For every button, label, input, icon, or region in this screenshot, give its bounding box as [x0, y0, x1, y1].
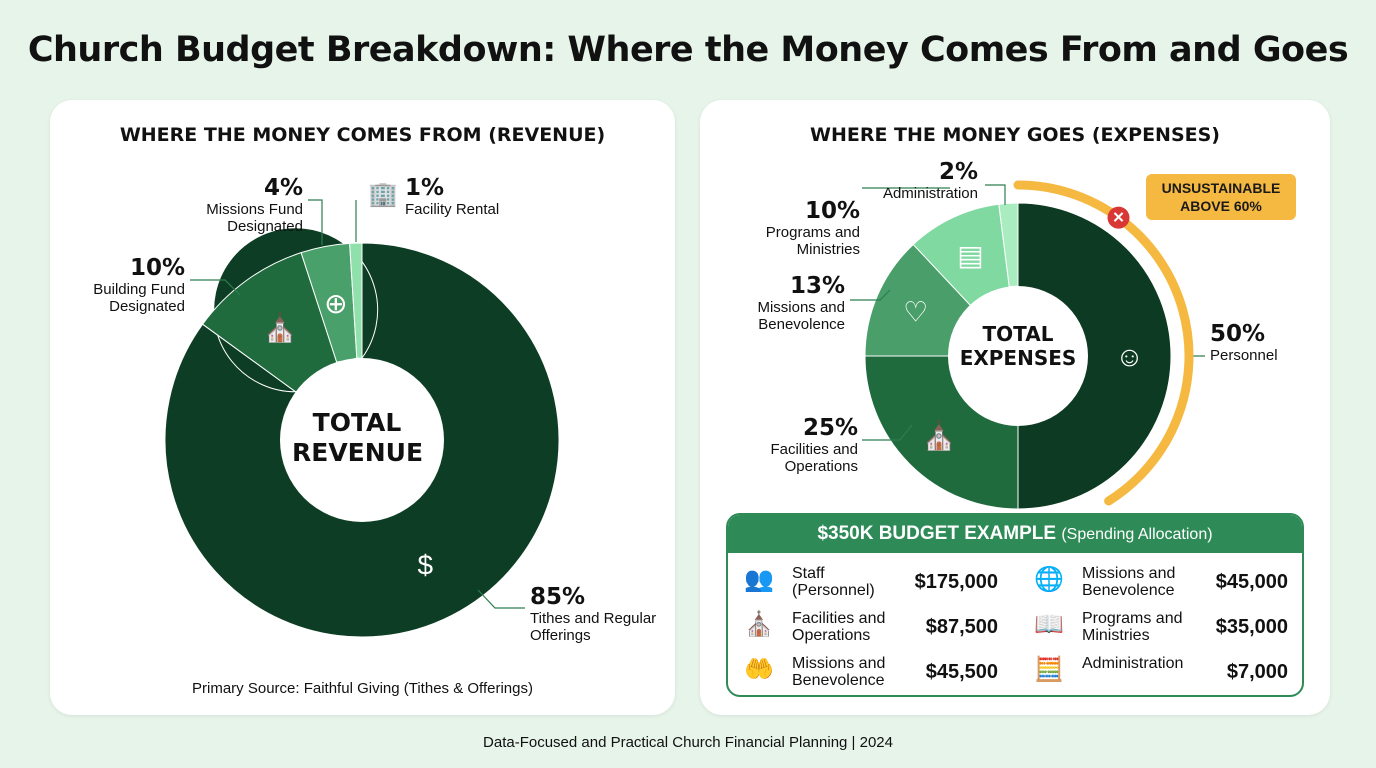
label-line2: Operations [792, 627, 871, 644]
budget-row-label: Missions and Benevolence [1082, 565, 1175, 599]
budget-example-panel: $350K BUDGET EXAMPLE (Spending Allocatio… [726, 513, 1304, 697]
cat: Personnel [1210, 347, 1278, 364]
budget-title: $350K BUDGET EXAMPLE [817, 523, 1057, 544]
cat: Missions and Benevolence [757, 299, 845, 333]
cat: Building Fund Designated [93, 281, 185, 315]
label-missions: 13% Missions and Benevolence [740, 273, 845, 334]
bible-icon: 📖 [1034, 611, 1064, 638]
revenue-center-label: TOTAL REVENUE [292, 408, 424, 467]
cat: Programs and Ministries [765, 224, 860, 258]
budget-row-label: Administration [1082, 655, 1183, 672]
label-building: 10% Building Fund Designated [70, 255, 185, 316]
pct: 1% [405, 175, 445, 201]
pct: 4% [263, 175, 303, 201]
cat: Facilities and Operations [770, 441, 858, 475]
pct: 50% [1210, 321, 1266, 347]
revenue-note: Primary Source: Faithful Giving (Tithes … [192, 680, 533, 697]
clipboard-calculator-icon: 🧮 [1034, 656, 1064, 683]
budget-header: $350K BUDGET EXAMPLE (Spending Allocatio… [728, 515, 1302, 553]
heart-hands-icon: 🤲 [744, 656, 774, 683]
label-line2: Benevolence [792, 672, 885, 689]
cat: Administration [882, 185, 978, 202]
label-programs: 10% Programs and Ministries [740, 198, 860, 259]
budget-row-label: Facilities and Operations [792, 610, 885, 644]
expenses-center-label: TOTAL EXPENSES [959, 322, 1077, 370]
label-line2: Ministries [1082, 627, 1150, 644]
budget-amount: $87,500 [925, 616, 998, 638]
label-administration: 2% Administration [860, 159, 978, 203]
label-facilities: 25% Facilities and Operations [740, 415, 858, 476]
pct: 2% [938, 159, 978, 185]
label-line1: Administration [1082, 655, 1184, 672]
warning-callout: UNSUSTAINABLE ABOVE 60% [1146, 174, 1296, 220]
pct: 85% [530, 584, 586, 610]
budget-row-label: Missions and Benevolence [792, 655, 885, 689]
label-tithes: 85% Tithes and Regular Offerings [530, 584, 660, 645]
pct: 13% [789, 273, 845, 299]
budget-amount: $45,500 [925, 661, 998, 683]
revenue-title: WHERE THE MONEY COMES FROM (REVENUE) [119, 124, 606, 146]
cat: Tithes and Regular Offerings [530, 610, 657, 644]
building-icon: 🏢 [368, 181, 398, 208]
budget-amount: $35,000 [1215, 616, 1288, 638]
label-line2: Benevolence [1082, 582, 1175, 599]
label-line1: Missions and [792, 655, 886, 672]
cat: Missions Fund Designated [206, 201, 303, 235]
cat: Facility Rental [405, 201, 500, 218]
label-line1: Programs and [1082, 610, 1183, 627]
label-line1: Staff [792, 565, 825, 582]
people-icon: 👥 [744, 566, 774, 593]
church-icon: ⛪ [744, 611, 774, 638]
globe-icon: 🌐 [1034, 566, 1064, 593]
label-facility-rental: 1% Facility Rental [405, 175, 525, 219]
label-line1: Missions and [1082, 565, 1176, 582]
budget-row-label: Programs and Ministries [1082, 610, 1183, 644]
budget-amount: $7,000 [1226, 661, 1288, 683]
expenses-title: WHERE THE MONEY GOES (EXPENSES) [809, 124, 1220, 146]
label-personnel: 50% Personnel [1210, 321, 1278, 365]
budget-subtitle: (Spending Allocation) [1061, 526, 1213, 543]
label-line1: Facilities and [792, 610, 886, 627]
label-line2: (Personnel) [792, 582, 875, 599]
footer: Data-Focused and Practical Church Financ… [483, 734, 893, 751]
pct: 10% [804, 198, 860, 224]
budget-amount: $175,000 [914, 571, 998, 593]
budget-row-label: Staff (Personnel) [792, 565, 875, 599]
page-title: Church Budget Breakdown: Where the Money… [27, 30, 1349, 70]
pct: 10% [129, 255, 185, 281]
pct: 25% [802, 415, 858, 441]
budget-amount: $45,000 [1215, 571, 1288, 593]
label-missions-fund: 4% Missions Fund Designated [190, 175, 303, 236]
